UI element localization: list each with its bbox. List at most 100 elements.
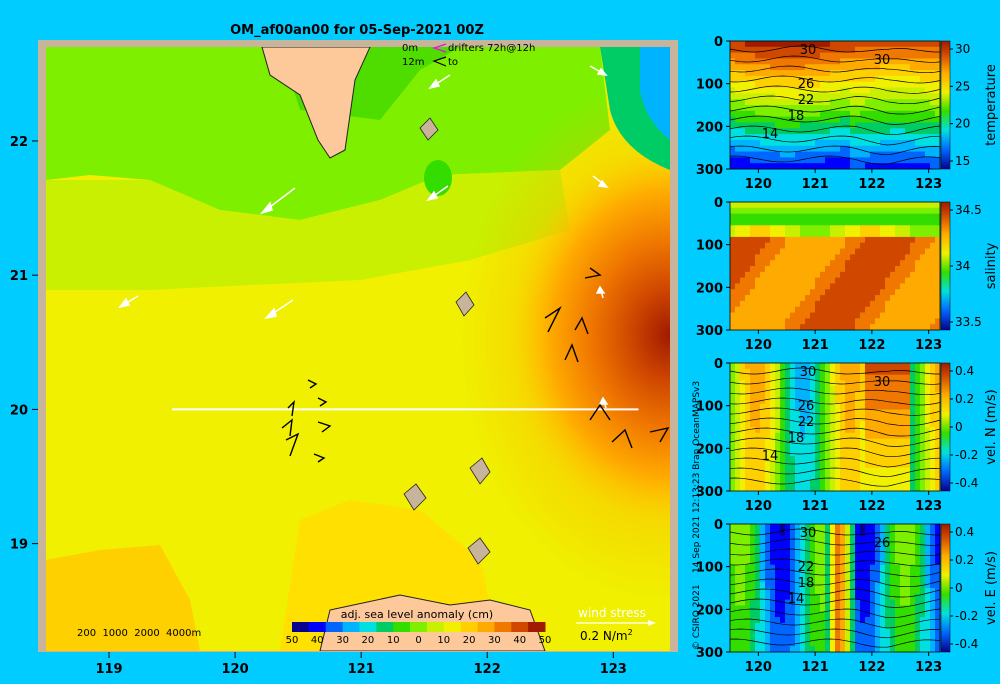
panel-cell (910, 485, 916, 492)
panel-cell (920, 128, 926, 135)
panel-cell (830, 116, 836, 123)
panel-cell (855, 392, 861, 399)
panel-cell (805, 461, 811, 469)
panel-cell (875, 81, 881, 88)
panel-contour (729, 477, 941, 487)
panel-cell (875, 52, 881, 59)
land-island-5 (467, 537, 491, 565)
panel-cell (730, 374, 736, 381)
sla-colorbar-tick: 40 (513, 635, 526, 646)
panel-cell (765, 242, 771, 249)
panel-cell (770, 541, 776, 548)
panel-cell (770, 213, 776, 220)
panel-cell (905, 225, 911, 232)
panel-cell (810, 64, 816, 71)
panel-cell (740, 242, 746, 249)
panel-cell (920, 219, 926, 226)
panel-cell (860, 266, 866, 273)
panel-cell (820, 646, 826, 653)
panel-cell (745, 397, 751, 405)
panel-cell (760, 295, 766, 302)
panel-cell (835, 105, 841, 112)
panel-cell (825, 260, 831, 267)
panel-cell (925, 87, 931, 94)
panel-cell (820, 289, 826, 296)
panel-cell (890, 260, 896, 267)
panel-cell (880, 363, 886, 370)
panel-contour-label: 14 (788, 592, 805, 607)
panel-cell (835, 456, 841, 463)
panel-cell (810, 163, 816, 170)
panel-cell (885, 558, 891, 566)
panel-cell (770, 421, 776, 428)
panel-cell (815, 409, 821, 416)
panel-cell (845, 646, 851, 653)
panel-cell (875, 415, 881, 422)
panel-cell (860, 87, 866, 94)
panel-cell (730, 248, 736, 255)
panel-cell (910, 207, 916, 214)
panel-cell (750, 646, 756, 653)
panel-cell (815, 128, 821, 135)
panel-cell (755, 219, 761, 226)
panel-cell (895, 599, 901, 606)
panel-cell (905, 99, 911, 106)
panel-cell (880, 225, 886, 232)
panel-cell (915, 151, 921, 158)
panel-cell (790, 254, 796, 261)
panel-cell (875, 576, 881, 583)
panel-cell (800, 128, 806, 135)
panel-cell (840, 116, 846, 123)
panel-cell (830, 485, 836, 492)
panel-cell (905, 479, 911, 486)
panel-cell (845, 266, 851, 273)
panel-cell (890, 81, 896, 88)
panel-cell (915, 524, 921, 531)
panel-cell (755, 300, 761, 308)
panel-cell (865, 524, 871, 531)
panel-x-tick-label: 120 (745, 177, 772, 192)
panel-cell (935, 588, 941, 595)
panel-cell (850, 289, 856, 296)
panel-cell (900, 444, 906, 451)
panel-cell (875, 564, 881, 571)
sla-colorbar-cell (528, 622, 546, 632)
panel-cell (880, 628, 886, 635)
panel-cell (935, 622, 941, 630)
panel-cell (925, 289, 931, 296)
panel-cell (895, 271, 901, 278)
panel-cell (850, 105, 856, 112)
panel-cell (930, 628, 936, 635)
panel-cell (890, 485, 896, 492)
panel-cell (865, 611, 871, 618)
sla-colorbar-tick: 20 (463, 635, 476, 646)
panel-cell (760, 231, 766, 238)
panel-cell (805, 479, 811, 486)
panel-cell (930, 617, 936, 624)
panel-cell (890, 467, 896, 474)
panel-cell (905, 553, 911, 560)
panel-cell (735, 236, 741, 244)
panel-cell (815, 617, 821, 624)
panel-cell (780, 207, 786, 214)
panel-cell (885, 289, 891, 296)
panel-cell (760, 432, 766, 439)
panel-cell (735, 628, 741, 635)
panel-cell (765, 105, 771, 112)
panel-cell (935, 134, 941, 141)
sla-colorbar-tick: 40 (311, 635, 324, 646)
panel-cell (735, 432, 741, 439)
panel-cell (750, 403, 756, 410)
panel-cell (910, 93, 916, 100)
panel-cell (780, 444, 786, 451)
panel-cell (755, 242, 761, 249)
panel-cell (815, 392, 821, 399)
panel-cell (850, 485, 856, 492)
panel-cell (740, 421, 746, 428)
panel-cell (755, 529, 761, 536)
panel-cell (820, 202, 826, 209)
panel-cell (800, 456, 806, 463)
panel-cell (795, 128, 801, 135)
panel-cell (850, 207, 856, 214)
panel-cell (915, 628, 921, 635)
